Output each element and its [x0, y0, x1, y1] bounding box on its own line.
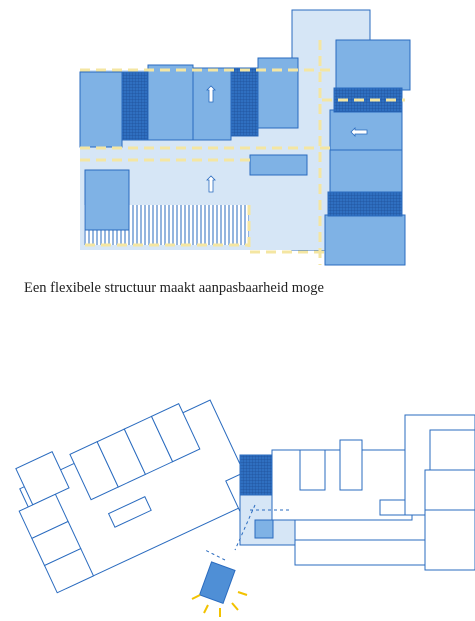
- caption: Een flexibele structuur maakt aanpasbaar…: [24, 280, 324, 296]
- highlight-rays: [191, 591, 248, 617]
- bottom-plan: [15, 399, 475, 605]
- top-plan: [79, 9, 411, 266]
